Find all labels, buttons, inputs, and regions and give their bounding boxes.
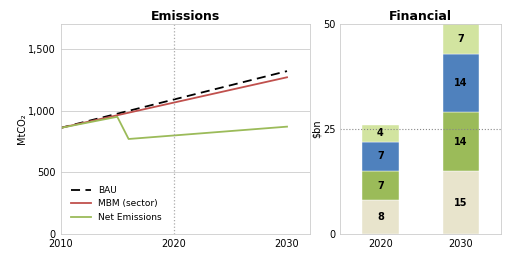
Bar [442,54,478,112]
Net Emissions [283,125,289,128]
Bar [362,125,398,142]
Text: 15: 15 [453,197,467,208]
Text: 4: 4 [376,128,383,138]
Text: 7: 7 [376,181,383,191]
Text: 14: 14 [453,78,467,88]
Line: Net Emissions: Net Emissions [61,117,286,139]
Bar [362,200,398,234]
Bar [442,24,478,54]
Legend: BAU, MBM (sector), Net Emissions: BAU, MBM (sector), Net Emissions [68,182,165,225]
Text: 14: 14 [453,137,467,147]
Net Emissions [114,115,120,118]
Bar [442,112,478,171]
Bar [362,142,398,171]
Text: 8: 8 [376,212,383,222]
Net Emissions [58,126,64,129]
Net Emissions [125,137,131,141]
Y-axis label: $bn: $bn [311,120,321,139]
Y-axis label: MtCO₂: MtCO₂ [17,114,27,144]
Bar [442,171,478,234]
Text: 7: 7 [457,34,463,44]
Title: Financial: Financial [388,10,451,23]
Bar [362,171,398,200]
Text: 7: 7 [376,151,383,161]
Title: Emissions: Emissions [150,10,219,23]
